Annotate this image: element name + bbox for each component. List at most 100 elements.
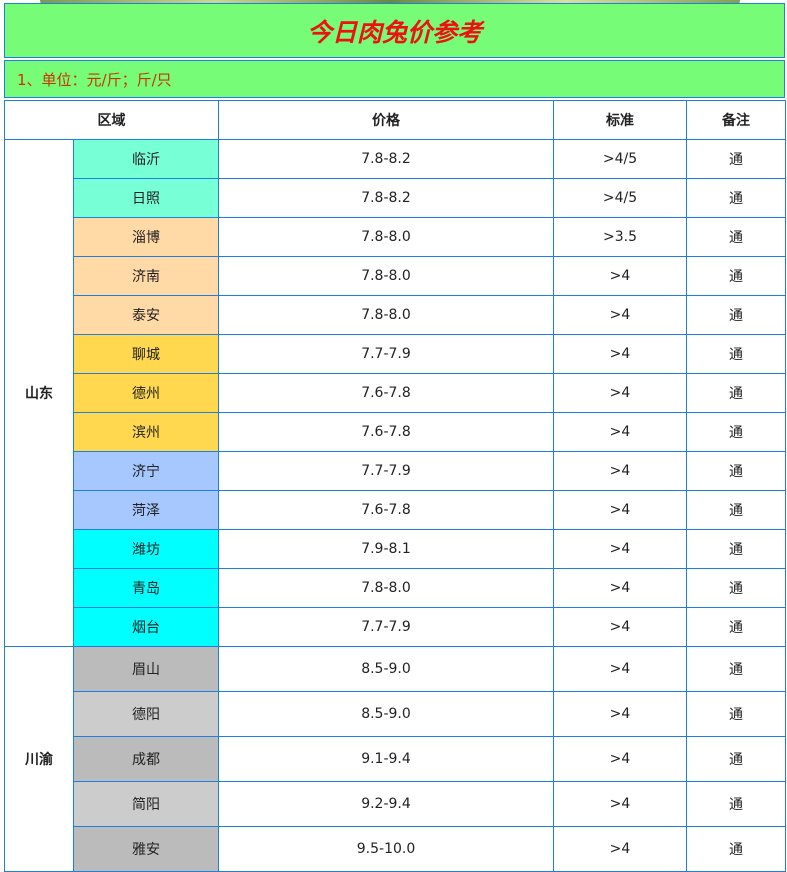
- note-cell: 通: [686, 568, 786, 608]
- price-cell: 7.8-8.0: [218, 217, 554, 257]
- standard-cell: >4: [553, 412, 687, 452]
- price-cell: 7.7-7.9: [218, 334, 554, 374]
- city-cell: 烟台: [73, 607, 219, 647]
- table-row: 潍坊 7.9-8.1 >4 通: [5, 529, 786, 569]
- price-table: 区域 价格 标准 备注 山东 临沂 7.8-8.2 >4/5 通日照 7.8-8.2 >4/…: [4, 100, 786, 872]
- table-row: 成都 9.1-9.4 >4 通: [5, 736, 786, 782]
- city-cell: 济南: [73, 256, 219, 296]
- standard-cell: >4: [553, 781, 687, 827]
- table-row: 山东 临沂 7.8-8.2 >4/5 通: [4, 139, 786, 647]
- note-cell: 通: [686, 178, 786, 218]
- table-row: 川渝 眉山 8.5-9.0 >4 通: [4, 646, 786, 872]
- header-standard: 标准: [553, 100, 687, 140]
- standard-cell: >4: [553, 646, 687, 692]
- price-cell: 7.8-8.0: [218, 568, 554, 608]
- header-region: 区域: [4, 100, 219, 140]
- city-cell: 雅安: [73, 826, 219, 872]
- table-row: 烟台 7.7-7.9 >4 通: [5, 607, 786, 647]
- standard-cell: >4: [553, 826, 687, 872]
- note-cell: 通: [686, 607, 786, 647]
- price-cell: 7.8-8.0: [218, 295, 554, 335]
- city-cell: 淄博: [73, 217, 219, 257]
- table-row: 德州 7.6-7.8 >4 通: [5, 373, 786, 413]
- note-cell: 通: [686, 451, 786, 491]
- city-cell: 简阳: [73, 781, 219, 827]
- price-cell: 7.7-7.9: [218, 451, 554, 491]
- note-cell: 通: [686, 646, 786, 692]
- price-cell: 8.5-9.0: [218, 691, 554, 737]
- price-cell: 9.1-9.4: [218, 736, 554, 782]
- province-cell: 山东: [4, 139, 74, 647]
- city-cell: 眉山: [73, 646, 219, 692]
- province-cell: 川渝: [4, 646, 74, 872]
- table-row: 日照 7.8-8.2 >4/5 通: [5, 178, 786, 218]
- standard-cell: >4: [553, 373, 687, 413]
- city-cell: 德州: [73, 373, 219, 413]
- standard-cell: >4: [553, 451, 687, 491]
- table-row: 济宁 7.7-7.9 >4 通: [5, 451, 786, 491]
- price-panel: 今日肉兔价参考 1、单位：元/斤；斤/只 区域 价格 标准 备注 山东 临沂 7.8…: [4, 3, 786, 872]
- note-cell: 通: [686, 334, 786, 374]
- table-row: 简阳 9.2-9.4 >4 通: [5, 781, 786, 827]
- note-cell: 通: [686, 373, 786, 413]
- note-cell: 通: [686, 736, 786, 782]
- price-cell: 7.6-7.8: [218, 490, 554, 530]
- standard-cell: >4: [553, 568, 687, 608]
- price-cell: 9.2-9.4: [218, 781, 554, 827]
- city-cell: 滨州: [73, 412, 219, 452]
- note-cell: 通: [686, 529, 786, 569]
- standard-cell: >4: [553, 295, 687, 335]
- header-price: 价格: [218, 100, 554, 140]
- city-cell: 聊城: [73, 334, 219, 374]
- city-cell: 日照: [73, 178, 219, 218]
- note-cell: 通: [686, 490, 786, 530]
- note-cell: 通: [686, 256, 786, 296]
- note-cell: 通: [686, 826, 786, 872]
- city-cell: 菏泽: [73, 490, 219, 530]
- unit-note: 1、单位：元/斤；斤/只: [4, 60, 785, 98]
- standard-cell: >4: [553, 334, 687, 374]
- city-cell: 临沂: [73, 139, 219, 179]
- price-cell: 9.5-10.0: [218, 826, 554, 872]
- standard-cell: >4: [553, 691, 687, 737]
- table-row: 济南 7.8-8.0 >4 通: [5, 256, 786, 296]
- table-row: 滨州 7.6-7.8 >4 通: [5, 412, 786, 452]
- price-cell: 7.6-7.8: [218, 412, 554, 452]
- price-cell: 7.7-7.9: [218, 607, 554, 647]
- note-cell: 通: [686, 139, 786, 179]
- city-cell: 德阳: [73, 691, 219, 737]
- price-cell: 7.8-8.2: [218, 178, 554, 218]
- standard-cell: >3.5: [553, 217, 687, 257]
- note-cell: 通: [686, 412, 786, 452]
- page-title: 今日肉兔价参考: [4, 3, 785, 58]
- standard-cell: >4/5: [553, 139, 687, 179]
- table-row: 德阳 8.5-9.0 >4 通: [5, 691, 786, 737]
- price-cell: 7.9-8.1: [218, 529, 554, 569]
- price-cell: 7.8-8.0: [218, 256, 554, 296]
- price-cell: 8.5-9.0: [218, 646, 554, 692]
- standard-cell: >4: [553, 607, 687, 647]
- price-cell: 7.6-7.8: [218, 373, 554, 413]
- table-row: 聊城 7.7-7.9 >4 通: [5, 334, 786, 374]
- standard-cell: >4: [553, 256, 687, 296]
- note-cell: 通: [686, 691, 786, 737]
- table-row: 雅安 9.5-10.0 >4 通: [5, 826, 786, 872]
- table-row: 青岛 7.8-8.0 >4 通: [5, 568, 786, 608]
- standard-cell: >4: [553, 736, 687, 782]
- table-header: 区域 价格 标准 备注: [4, 100, 786, 140]
- table-row: 淄博 7.8-8.0 >3.5 通: [5, 217, 786, 257]
- note-cell: 通: [686, 295, 786, 335]
- note-cell: 通: [686, 781, 786, 827]
- header-note: 备注: [686, 100, 786, 140]
- note-cell: 通: [686, 217, 786, 257]
- city-cell: 济宁: [73, 451, 219, 491]
- table-row: 泰安 7.8-8.0 >4 通: [5, 295, 786, 335]
- standard-cell: >4: [553, 490, 687, 530]
- standard-cell: >4/5: [553, 178, 687, 218]
- city-cell: 潍坊: [73, 529, 219, 569]
- city-cell: 成都: [73, 736, 219, 782]
- price-cell: 7.8-8.2: [218, 139, 554, 179]
- city-cell: 青岛: [73, 568, 219, 608]
- table-row: 菏泽 7.6-7.8 >4 通: [5, 490, 786, 530]
- standard-cell: >4: [553, 529, 687, 569]
